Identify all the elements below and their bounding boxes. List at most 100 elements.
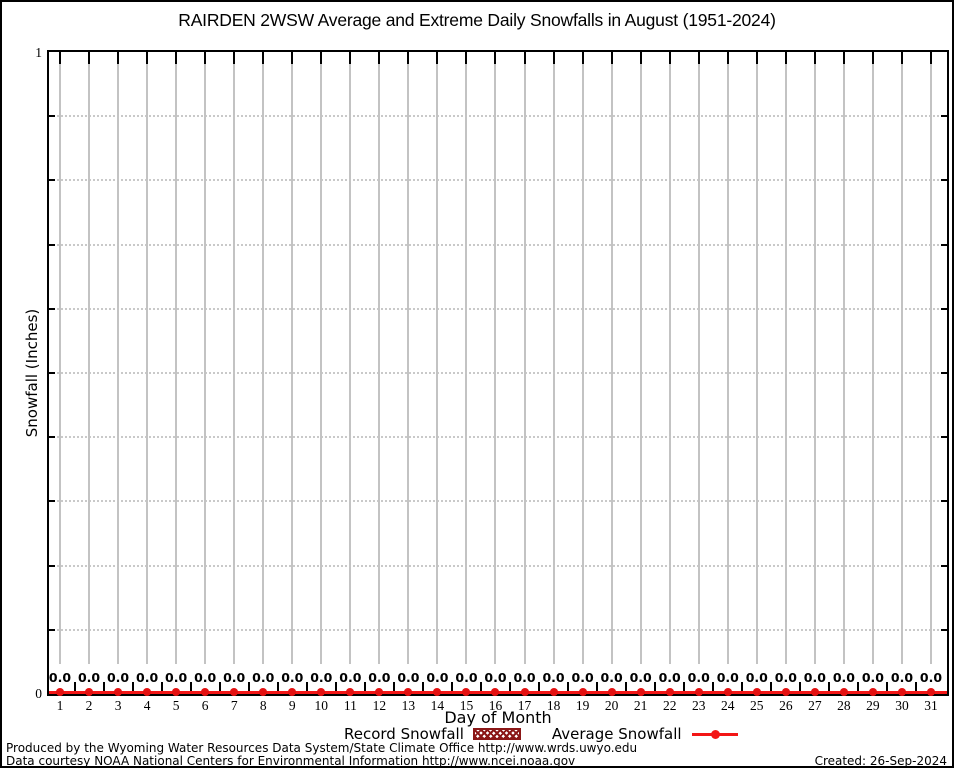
point-value-label: 0.0 bbox=[455, 670, 478, 685]
x-tick-label: 15 bbox=[459, 698, 474, 713]
average-snowfall-swatch-icon bbox=[691, 729, 738, 739]
x-tick-label: 30 bbox=[895, 698, 909, 713]
x-axis-bottom-minor-tick bbox=[596, 682, 599, 694]
x-axis-top-tick bbox=[494, 52, 497, 64]
vertical-gridline bbox=[784, 52, 787, 664]
average-snowfall-marker bbox=[897, 688, 906, 696]
x-tick-label: 6 bbox=[201, 698, 209, 713]
average-snowfall-marker bbox=[636, 688, 645, 696]
x-tick-label: 11 bbox=[343, 698, 357, 713]
x-axis-bottom-minor-tick bbox=[276, 682, 279, 694]
horizontal-gridline bbox=[49, 628, 947, 631]
average-snowfall-marker bbox=[781, 688, 790, 696]
x-tick-label: 8 bbox=[259, 698, 267, 713]
point-value-label: 0.0 bbox=[281, 670, 304, 685]
legend: Record Snowfall Average Snowfall bbox=[344, 725, 738, 743]
vertical-gridline bbox=[262, 52, 265, 664]
vertical-gridline bbox=[349, 52, 352, 664]
y-axis-tick bbox=[941, 372, 947, 374]
x-axis-bottom-minor-tick bbox=[479, 682, 482, 694]
x-axis-top-tick bbox=[291, 52, 294, 64]
x-axis-top-tick bbox=[378, 52, 381, 64]
x-axis-top-tick bbox=[668, 52, 671, 64]
point-value-label: 0.0 bbox=[426, 670, 449, 685]
vertical-gridline bbox=[929, 52, 932, 664]
average-snowfall-marker bbox=[839, 688, 848, 696]
x-tick-label: 28 bbox=[837, 698, 851, 713]
x-axis-bottom-minor-tick bbox=[392, 682, 395, 694]
x-axis-bottom-minor-tick bbox=[915, 682, 918, 694]
horizontal-gridline bbox=[49, 564, 947, 567]
x-axis-top-tick bbox=[610, 52, 613, 64]
x-axis-top-tick bbox=[175, 52, 178, 64]
point-value-label: 0.0 bbox=[484, 670, 507, 685]
y-axis-tick bbox=[49, 628, 55, 631]
vertical-gridline bbox=[204, 52, 207, 664]
y-axis-tick bbox=[49, 179, 55, 182]
vertical-gridline bbox=[146, 52, 149, 664]
marker-dot-icon bbox=[710, 729, 720, 739]
average-snowfall-marker bbox=[520, 688, 529, 696]
vertical-gridline bbox=[668, 52, 671, 664]
x-axis-top-tick bbox=[813, 52, 816, 64]
average-snowfall-marker bbox=[143, 688, 152, 696]
average-snowfall-marker bbox=[549, 688, 558, 696]
x-tick-label: 16 bbox=[488, 698, 503, 713]
x-tick-label: 26 bbox=[779, 698, 793, 713]
vertical-gridline bbox=[639, 52, 642, 664]
y-axis-tick bbox=[941, 179, 947, 182]
average-snowfall-marker bbox=[172, 688, 181, 696]
x-axis-top-tick bbox=[320, 52, 323, 64]
x-tick-label: 7 bbox=[230, 698, 238, 713]
point-value-label: 0.0 bbox=[339, 670, 362, 685]
x-tick-label: 29 bbox=[866, 698, 880, 713]
x-axis-top-tick bbox=[552, 52, 555, 64]
average-snowfall-marker bbox=[607, 688, 616, 696]
vertical-gridline bbox=[59, 52, 61, 664]
x-axis-top-tick bbox=[465, 52, 468, 64]
x-axis-top-tick bbox=[842, 52, 845, 64]
x-tick-label: 14 bbox=[430, 698, 445, 713]
vertical-gridline bbox=[552, 52, 555, 664]
plot-area: 0.0 0.0 0.0 0.0 0.0 0.0 0.0 0.0 0.0 0.0 0.0 0.0 0.0 0… bbox=[47, 50, 949, 696]
average-snowfall-marker bbox=[404, 688, 413, 696]
average-snowfall-marker bbox=[868, 688, 877, 696]
x-axis-top-tick bbox=[639, 52, 642, 64]
point-value-label: 0.0 bbox=[223, 670, 246, 685]
x-axis-bottom-minor-tick bbox=[218, 682, 221, 694]
x-tick-label: 20 bbox=[604, 698, 619, 713]
y-axis-tick bbox=[49, 372, 55, 374]
average-snowfall-marker bbox=[752, 688, 761, 696]
point-value-label: 0.0 bbox=[745, 670, 768, 685]
point-value-label: 0.0 bbox=[136, 670, 159, 685]
x-axis-top-tick bbox=[871, 52, 874, 64]
vertical-gridline bbox=[610, 52, 613, 664]
x-tick-label: 13 bbox=[401, 698, 416, 713]
vertical-gridline bbox=[581, 52, 584, 664]
x-axis-bottom-minor-tick bbox=[421, 682, 424, 694]
x-tick-label: 12 bbox=[372, 698, 387, 713]
x-axis-top-tick bbox=[436, 52, 439, 64]
x-axis-bottom-minor-tick bbox=[189, 682, 192, 694]
point-value-label: 0.0 bbox=[658, 670, 681, 685]
x-axis-top-tick bbox=[233, 52, 236, 64]
x-axis-top-tick bbox=[726, 52, 729, 64]
x-tick-label: 22 bbox=[662, 698, 677, 713]
x-axis-bottom-minor-tick bbox=[857, 682, 860, 694]
x-tick-label: 5 bbox=[172, 698, 180, 713]
average-snowfall-marker bbox=[317, 688, 326, 696]
x-tick-label: 2 bbox=[85, 698, 93, 713]
x-axis-bottom-minor-tick bbox=[886, 682, 889, 694]
point-value-label: 0.0 bbox=[77, 670, 101, 685]
x-axis-top-tick bbox=[929, 52, 932, 64]
y-tick-label-max: 1 bbox=[35, 45, 42, 60]
horizontal-gridline bbox=[49, 115, 947, 118]
vertical-gridline bbox=[755, 52, 758, 664]
vertical-gridline bbox=[291, 52, 294, 664]
horizontal-gridline bbox=[49, 372, 947, 374]
x-tick-label: 23 bbox=[691, 698, 706, 713]
x-axis-top-tick bbox=[117, 52, 120, 64]
horizontal-gridline bbox=[49, 179, 947, 182]
chart-title: RAIRDEN 2WSW Average and Extreme Daily S… bbox=[178, 10, 776, 30]
